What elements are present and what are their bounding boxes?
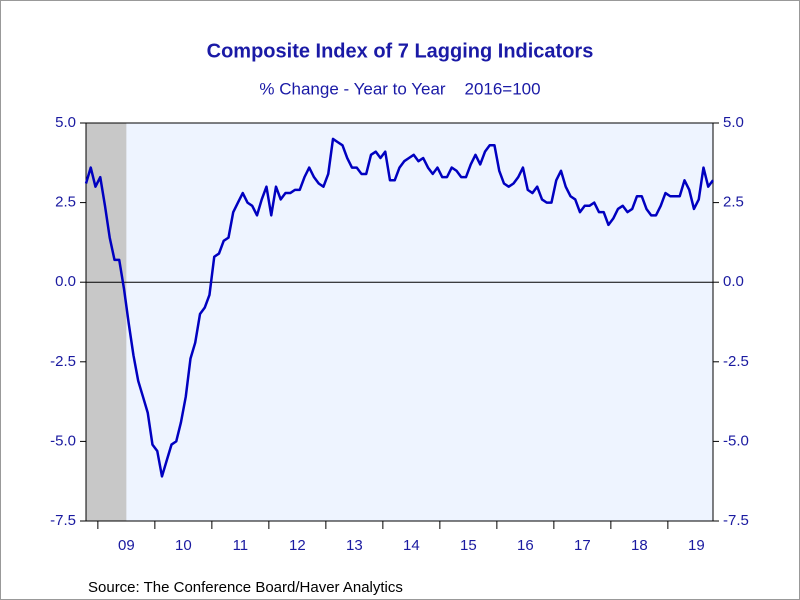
x-tick-label: 17: [574, 537, 591, 554]
y-tick-label: -5.0: [50, 432, 76, 449]
y-tick-label: -2.5: [50, 353, 76, 370]
x-tick-label: 19: [688, 537, 705, 554]
plot-area: [86, 123, 713, 521]
chart-subtitle: % Change - Year to Year 2016=100: [259, 79, 540, 98]
x-tick-label: 12: [289, 537, 306, 554]
plot-border: [85, 122, 714, 522]
x-tick-label: 09: [118, 537, 135, 554]
x-tick-label: 14: [403, 537, 420, 554]
recession-shade: [86, 123, 127, 521]
y2-tick-label: 0.0: [723, 273, 744, 290]
y-tick-label: 5.0: [55, 114, 76, 131]
y-tick-label: -7.5: [50, 512, 76, 529]
y2-tick-label: 2.5: [723, 194, 744, 211]
x-tick-label: 16: [517, 537, 534, 554]
source: Source: The Conference Board/Haver Analy…: [88, 579, 403, 596]
x-tick-label: 18: [631, 537, 648, 554]
y-tick-label: 2.5: [55, 194, 76, 211]
x-tick-label: 11: [233, 537, 249, 554]
x-tick-label: 10: [175, 537, 192, 554]
x-tick-label: 13: [346, 537, 363, 554]
data-line: [84, 137, 714, 478]
y2-tick-label: -7.5: [723, 512, 749, 529]
chart-title: Composite Index of 7 Lagging Indicators: [207, 40, 594, 62]
y2-tick-label: -2.5: [723, 353, 749, 370]
y-tick-label: 0.0: [55, 273, 76, 290]
y2-tick-label: 5.0: [723, 114, 744, 131]
x-tick-label: 15: [460, 537, 477, 554]
y2-tick-label: -5.0: [723, 432, 749, 449]
